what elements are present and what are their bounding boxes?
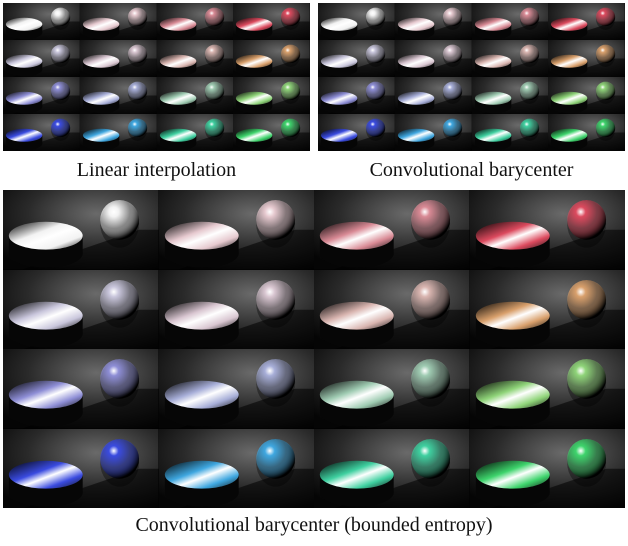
- material-preview-cell: [318, 77, 395, 114]
- material-preview-cell: [318, 40, 395, 77]
- material-preview-cell: [548, 3, 625, 40]
- convolutional-barycenter-grid: [318, 3, 625, 151]
- linear-interpolation-caption: Linear interpolation: [76, 159, 237, 181]
- material-preview-cell: [548, 40, 625, 77]
- material-preview-cell: [314, 269, 470, 349]
- material-preview-cell: [156, 3, 234, 40]
- material-preview-cell: [156, 40, 234, 77]
- material-preview-cell: [79, 3, 157, 40]
- material-preview-cell: [314, 349, 470, 429]
- material-preview-cell: [158, 190, 314, 270]
- convolutional-barycenter-caption: Convolutional barycenter: [369, 159, 574, 181]
- material-preview-cell: [3, 190, 159, 270]
- material-preview-cell: [3, 349, 159, 429]
- material-preview-cell: [314, 190, 470, 270]
- material-preview-cell: [471, 3, 549, 40]
- material-preview-cell: [469, 190, 625, 270]
- material-preview-cell: [158, 349, 314, 429]
- material-preview-cell: [233, 114, 310, 151]
- material-preview-cell: [394, 40, 472, 77]
- material-preview-cell: [79, 77, 157, 114]
- material-preview-cell: [158, 428, 314, 508]
- material-preview-cell: [548, 114, 625, 151]
- material-preview-cell: [3, 40, 80, 77]
- material-preview-cell: [233, 77, 310, 114]
- material-preview-cell: [548, 77, 625, 114]
- material-preview-cell: [3, 3, 80, 40]
- material-preview-cell: [318, 114, 395, 151]
- material-preview-cell: [3, 114, 80, 151]
- material-preview-cell: [469, 349, 625, 429]
- bounded-entropy-grid: [3, 190, 625, 508]
- material-preview-cell: [318, 3, 395, 40]
- material-preview-cell: [3, 428, 159, 508]
- material-preview-cell: [471, 114, 549, 151]
- material-preview-cell: [394, 114, 472, 151]
- material-preview-cell: [471, 40, 549, 77]
- material-preview-cell: [3, 269, 159, 349]
- material-preview-cell: [233, 40, 310, 77]
- material-preview-cell: [469, 269, 625, 349]
- material-preview-cell: [394, 77, 472, 114]
- material-preview-cell: [469, 428, 625, 508]
- material-preview-cell: [314, 428, 470, 508]
- material-preview-cell: [3, 77, 80, 114]
- material-preview-cell: [471, 77, 549, 114]
- material-preview-cell: [158, 269, 314, 349]
- material-preview-cell: [233, 3, 310, 40]
- material-preview-cell: [156, 114, 234, 151]
- bounded-entropy-caption: Convolutional barycenter (bounded entrop…: [135, 514, 493, 536]
- material-preview-cell: [79, 114, 157, 151]
- material-preview-cell: [79, 40, 157, 77]
- material-preview-cell: [156, 77, 234, 114]
- material-preview-cell: [394, 3, 472, 40]
- linear-interpolation-grid: [3, 3, 310, 151]
